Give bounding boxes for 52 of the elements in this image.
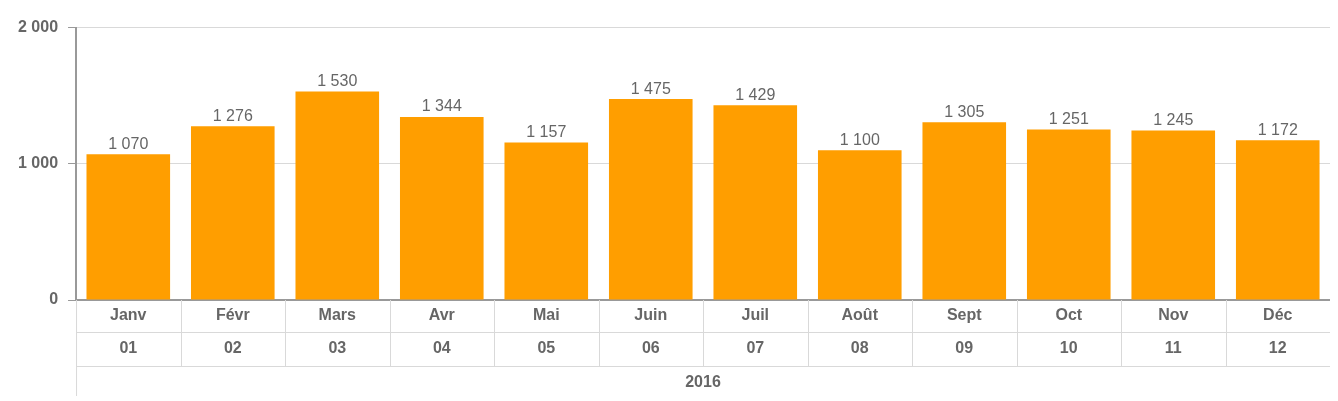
x-axis-title: 2016 <box>685 373 721 391</box>
data-label: 1 276 <box>212 106 253 124</box>
bar <box>399 116 484 300</box>
bar <box>1026 129 1111 300</box>
data-label: 1 475 <box>630 79 671 97</box>
bar <box>1131 130 1216 300</box>
x-tick-label: Mars <box>318 306 357 324</box>
bar <box>295 91 380 300</box>
text: 01 <box>119 339 138 357</box>
x-tick-label: Mai <box>532 306 560 324</box>
x-tick-label: Janv <box>110 306 147 324</box>
x-tick-label: Juil <box>741 306 770 324</box>
text: 07 <box>746 339 765 357</box>
bar <box>922 122 1007 300</box>
data-label: 1 530 <box>317 72 358 90</box>
y-tick-label: 0 <box>49 290 59 308</box>
x-tick-label: Févr <box>215 306 250 324</box>
text: 06 <box>641 339 660 357</box>
data-label: 1 305 <box>944 102 985 120</box>
x-tick-label: Avr <box>428 306 455 324</box>
x-tick-label: Juin <box>634 306 668 324</box>
data-label: 1 429 <box>735 85 776 103</box>
text: 09 <box>955 339 974 357</box>
bar <box>713 105 798 300</box>
y-tick-label: 2 000 <box>17 18 59 36</box>
bar <box>504 142 589 300</box>
text: 11 <box>1164 339 1182 357</box>
data-label: 1 172 <box>1257 120 1298 138</box>
bar <box>190 126 275 300</box>
text: 05 <box>537 339 556 357</box>
data-label: 1 100 <box>839 130 880 148</box>
data-label: 1 251 <box>1048 110 1089 128</box>
x-tick-label: Sept <box>946 306 983 324</box>
bar <box>1235 140 1320 300</box>
x-tick-label: Août <box>841 306 879 324</box>
x-tick-label: Déc <box>1263 306 1293 324</box>
text: 10 <box>1059 339 1078 357</box>
bar <box>608 99 693 300</box>
y-tick-label: 1 000 <box>17 154 59 172</box>
x-tick-label: Nov <box>1158 306 1189 324</box>
bar <box>817 150 902 300</box>
bar <box>86 154 171 300</box>
text: 02 <box>223 339 242 357</box>
text: 08 <box>850 339 869 357</box>
data-label: 1 245 <box>1153 110 1194 128</box>
text: 04 <box>432 339 451 357</box>
data-label: 1 070 <box>108 134 149 152</box>
text: 03 <box>328 339 347 357</box>
x-tick-label: Oct <box>1055 306 1083 324</box>
data-label: 1 344 <box>421 97 462 115</box>
data-label: 1 157 <box>526 122 567 140</box>
text: 12 <box>1268 339 1287 357</box>
